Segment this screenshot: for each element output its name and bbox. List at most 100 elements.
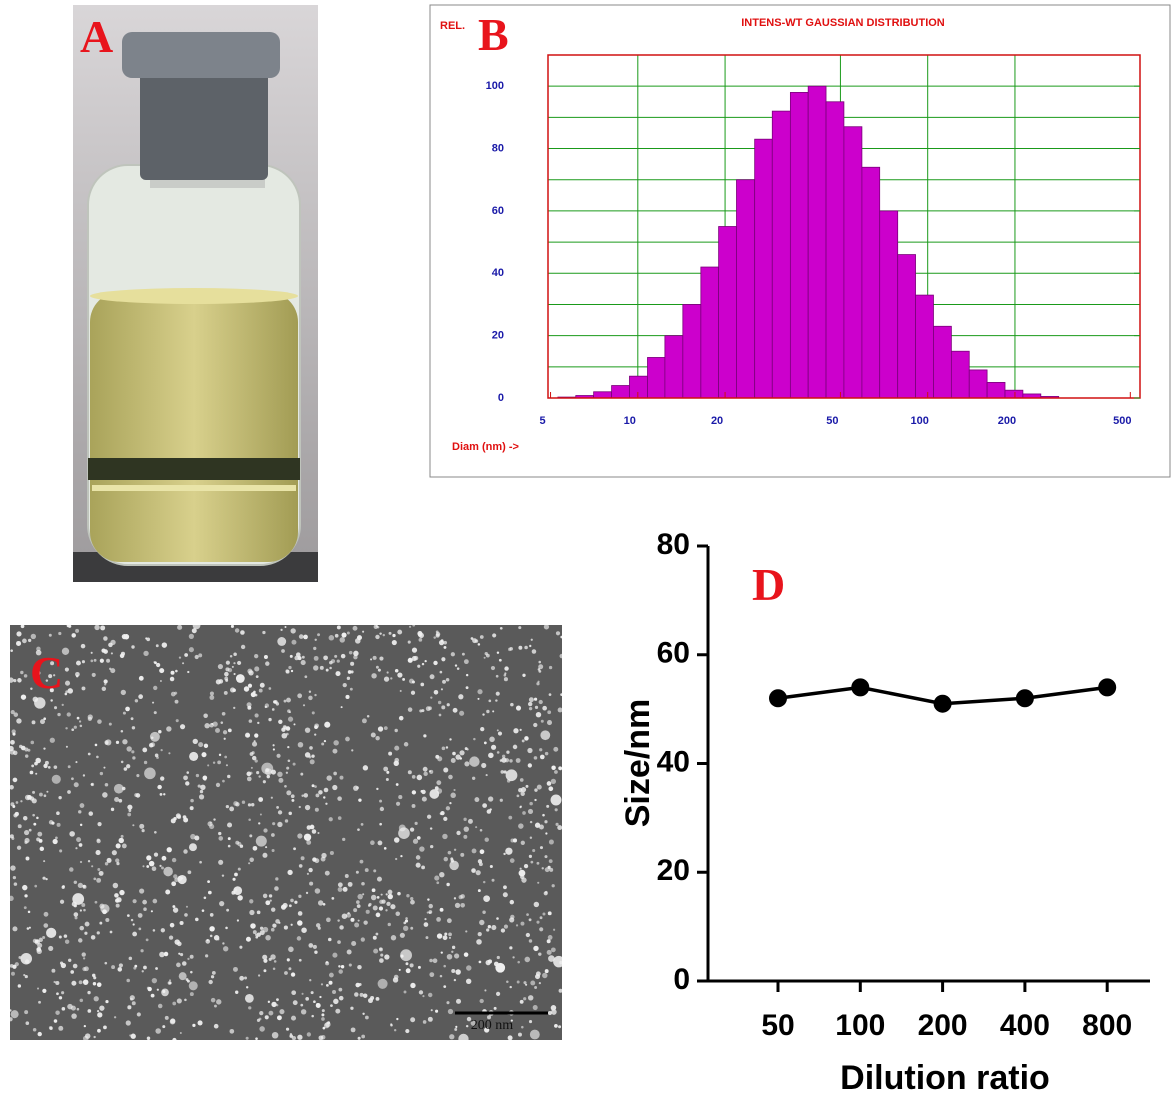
- particle: [321, 1017, 325, 1021]
- particle: [546, 939, 551, 944]
- particle: [488, 752, 494, 759]
- particle: [93, 976, 97, 980]
- particle: [127, 812, 132, 817]
- particle: [209, 695, 215, 700]
- particle: [239, 945, 243, 949]
- particle: [309, 881, 314, 886]
- particle: [166, 726, 172, 732]
- particle: [247, 668, 253, 674]
- particle: [405, 917, 408, 920]
- particle: [371, 673, 377, 679]
- particle: [285, 1027, 290, 1031]
- particle: [263, 654, 268, 659]
- particle: [71, 980, 77, 986]
- particle: [496, 917, 499, 920]
- particle: [87, 990, 91, 995]
- particle: [327, 937, 332, 942]
- particle: [522, 811, 526, 815]
- particle: [105, 999, 109, 1004]
- particle: [288, 811, 292, 816]
- particle: [499, 759, 503, 762]
- particle: [503, 852, 506, 856]
- bar: [593, 391, 612, 399]
- panel-label: D: [752, 559, 785, 610]
- bar: [897, 254, 916, 399]
- particle: [523, 863, 529, 869]
- particle: [506, 980, 509, 983]
- particle: [296, 936, 302, 941]
- particle: [11, 729, 16, 734]
- particle: [287, 869, 293, 876]
- particle: [440, 951, 443, 954]
- particle: [442, 679, 446, 684]
- particle: [183, 849, 188, 854]
- particle: [132, 899, 137, 904]
- particle: [285, 771, 289, 774]
- particle: [243, 976, 248, 980]
- particle: [284, 819, 289, 823]
- particle: [169, 922, 175, 928]
- particle: [484, 989, 487, 992]
- particle: [259, 813, 262, 816]
- particle: [340, 965, 345, 969]
- particle: [523, 981, 527, 985]
- particle: [375, 912, 381, 918]
- particle: [189, 806, 194, 811]
- particle: [227, 844, 231, 848]
- particle: [254, 713, 259, 718]
- particle: [229, 1028, 235, 1034]
- particle: [180, 953, 184, 957]
- particle: [110, 807, 115, 812]
- particle: [419, 709, 423, 713]
- particle: [528, 918, 532, 922]
- particle: [16, 631, 22, 637]
- particle: [258, 1017, 262, 1021]
- particle: [297, 741, 304, 748]
- particle: [495, 699, 498, 702]
- particle: [410, 982, 416, 989]
- particle: [25, 754, 29, 758]
- particle: [392, 977, 399, 983]
- particle: [83, 1024, 86, 1028]
- particle: [276, 753, 281, 758]
- particle: [263, 828, 268, 833]
- particle: [207, 880, 210, 884]
- particle: [195, 917, 199, 922]
- particle: [372, 655, 377, 660]
- particle: [338, 969, 343, 974]
- particle: [558, 1025, 562, 1029]
- particle: [252, 930, 257, 935]
- particle: [111, 965, 116, 970]
- particle: [475, 870, 481, 876]
- particle: [332, 784, 338, 791]
- particle: [328, 635, 335, 641]
- particle: [229, 655, 233, 658]
- particle: [298, 805, 301, 809]
- particle: [17, 824, 22, 829]
- particle: [447, 850, 452, 855]
- particle: [224, 755, 228, 759]
- particle: [383, 766, 389, 772]
- particle: [157, 1003, 163, 1009]
- x-tick-label: 800: [1082, 1009, 1132, 1042]
- particle: [256, 910, 261, 915]
- particle: [344, 874, 349, 878]
- particle: [435, 633, 440, 638]
- particle: [525, 932, 531, 938]
- particle: [287, 716, 294, 722]
- particle: [222, 730, 228, 735]
- particle: [460, 852, 465, 857]
- particle: [159, 792, 163, 796]
- particle: [456, 667, 460, 670]
- particle: [132, 923, 135, 926]
- particle: [215, 727, 220, 733]
- particle: [353, 655, 358, 660]
- particle: [355, 870, 359, 874]
- x-axis-label: Diam (nm) ->: [452, 441, 519, 453]
- particle: [309, 979, 312, 982]
- particle: [301, 794, 304, 797]
- particle: [138, 927, 142, 931]
- particle: [530, 638, 533, 641]
- particle: [161, 642, 168, 648]
- particle: [106, 857, 112, 863]
